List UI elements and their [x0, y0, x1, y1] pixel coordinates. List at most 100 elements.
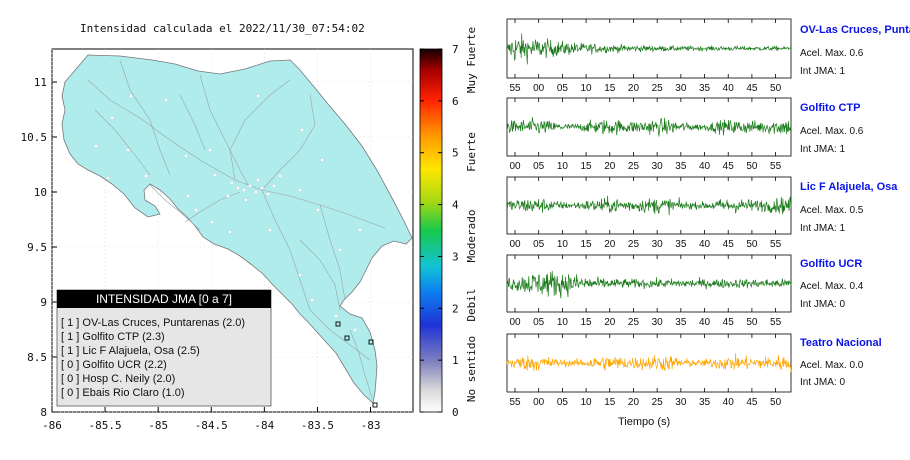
colorbar-tick-label: 6	[452, 95, 459, 108]
station-jma-3: Int JMA: 1	[800, 223, 846, 234]
waveform-tick-label: 40	[699, 317, 711, 328]
colorbar-category-label: Moderado	[465, 210, 478, 263]
map-roads	[87, 59, 386, 399]
road	[349, 329, 373, 399]
station-marker	[372, 402, 378, 408]
map-panel: -86 -85.5 -85 -84.5 -84 -83.5 -83 11 10.5 10 9.5 9…	[21, 48, 414, 432]
costa-rica-land	[61, 54, 413, 404]
colorbar-tick-label: 1	[452, 354, 459, 367]
colorbar-gradient	[419, 48, 443, 413]
station-dot	[230, 181, 234, 185]
road	[94, 109, 151, 176]
station-dot	[260, 186, 264, 190]
station-dot	[338, 248, 342, 252]
waveform-tick-label: 05	[557, 397, 569, 408]
station-dot	[310, 298, 314, 302]
station-acc-3: Acel. Max. 0.5	[800, 205, 864, 216]
legend-box	[56, 289, 272, 407]
station-dot	[266, 192, 270, 196]
waveform-trace	[506, 270, 792, 299]
waveform-panel: 55 00 05 10 15 20 25 30 35 40 45 50	[506, 333, 792, 408]
station-dot	[320, 158, 324, 162]
legend-item: [ 1 ] Lic F Alajuela, Osa (2.5)	[61, 345, 200, 357]
colorbar-tick-label: 7	[452, 43, 459, 56]
waveform-tick-label: 50	[746, 239, 758, 250]
waveform-tick-label: 15	[581, 161, 593, 172]
intensity-colorbar: 0 1 2 3 4 5 6 7 No sentido Debil Moderado Fuerte Mu…	[419, 27, 478, 419]
waveform-tick-label: 05	[533, 161, 545, 172]
map-y-tick-label: 11	[34, 76, 47, 89]
road	[199, 74, 251, 189]
station-dot	[184, 154, 188, 158]
station-dot	[358, 228, 362, 232]
waveform-tick-label: 55	[770, 239, 782, 250]
map-y-tick-label: 8.5	[27, 351, 47, 364]
waveform-tick-label: 30	[652, 161, 664, 172]
station-dot	[228, 230, 232, 234]
waveform-tick-label: 30	[652, 239, 664, 250]
legend-item: [ 0 ] Hosp C. Neily (2.0)	[61, 373, 175, 385]
map-station-markers	[335, 321, 378, 408]
legend-item: [ 0 ] Golfito UCR (2.2)	[61, 359, 167, 371]
waveform-tick-label: 50	[746, 161, 758, 172]
waveform-tick-label: 00	[509, 161, 521, 172]
waveform-tick-label: 15	[581, 317, 593, 328]
station-dot	[226, 194, 230, 198]
station-dot	[298, 273, 302, 277]
station-dot	[272, 184, 276, 188]
waveform-tick-label: 15	[604, 397, 616, 408]
waveform-tick-label: 50	[770, 397, 782, 408]
station-dot	[110, 116, 114, 120]
station-dot	[106, 176, 110, 180]
station-dot	[300, 128, 304, 132]
waveform-tick-label: 20	[628, 83, 640, 94]
waveform-tick-label: 00	[533, 397, 545, 408]
waveform-tick-label: 00	[509, 239, 521, 250]
map-y-axis: 11 10.5 10 9.5 9 8.5 8	[21, 76, 57, 419]
waveform-tick-label: 55	[770, 161, 782, 172]
waveform-trace	[506, 195, 792, 216]
station-dot	[194, 208, 198, 212]
station-name-4: Golfito UCR	[800, 258, 863, 270]
colorbar-tick-label: 2	[452, 302, 459, 315]
waveform-tick-label: 55	[509, 83, 521, 94]
map-y-tick-label: 10	[34, 186, 47, 199]
waveform-tick-label: 25	[652, 83, 664, 94]
station-jma-1: Int JMA: 1	[800, 66, 846, 77]
road	[229, 79, 291, 181]
station-dot	[208, 148, 212, 152]
waveform-tick-label: 50	[746, 317, 758, 328]
colorbar-ticks: 0 1 2 3 4 5 6 7	[420, 43, 459, 419]
map-x-tick-label: -83.5	[301, 419, 334, 432]
waveform-panel: 55 00 05 10 15 20 25 30 35 40 45 50	[506, 18, 792, 94]
road	[149, 184, 201, 231]
waveform-panels: 55 00 05 10 15 20 25 30 35 40 45 50 00 05 10 15 20 25 30 35…	[506, 18, 792, 408]
map-x-tick-label: -86	[42, 419, 62, 432]
waveform-tick-label: 00	[533, 83, 545, 94]
waveform-trace	[506, 117, 792, 137]
waveform-tick-label: 20	[604, 317, 616, 328]
waveform-tick-label: 15	[581, 239, 593, 250]
station-name-2: Golfito CTP	[800, 102, 861, 114]
waveform-trace	[506, 353, 792, 373]
waveform-tick-label: 10	[557, 161, 569, 172]
colorbar-category-label: Fuerte	[465, 132, 478, 172]
waveform-tick-label: 05	[533, 317, 545, 328]
map-y-tick-label: 9.5	[27, 241, 47, 254]
station-dot	[236, 186, 240, 190]
station-dot	[129, 94, 133, 98]
colorbar-tick-label: 4	[452, 199, 459, 212]
colorbar-tick-label: 5	[452, 147, 459, 160]
map-x-tick-label: -83	[361, 419, 381, 432]
legend-item: [ 1 ] Golfito CTP (2.3)	[61, 331, 165, 343]
waveform-tick-label: 20	[604, 161, 616, 172]
waveform-tick-label: 30	[652, 317, 664, 328]
legend-header	[57, 290, 271, 308]
station-dot	[316, 208, 320, 212]
waveform-tick-label: 25	[628, 239, 640, 250]
road	[319, 204, 346, 301]
waveform-tick-label: 10	[581, 397, 593, 408]
road	[261, 94, 316, 191]
waveform-tick-label: 55	[509, 397, 521, 408]
